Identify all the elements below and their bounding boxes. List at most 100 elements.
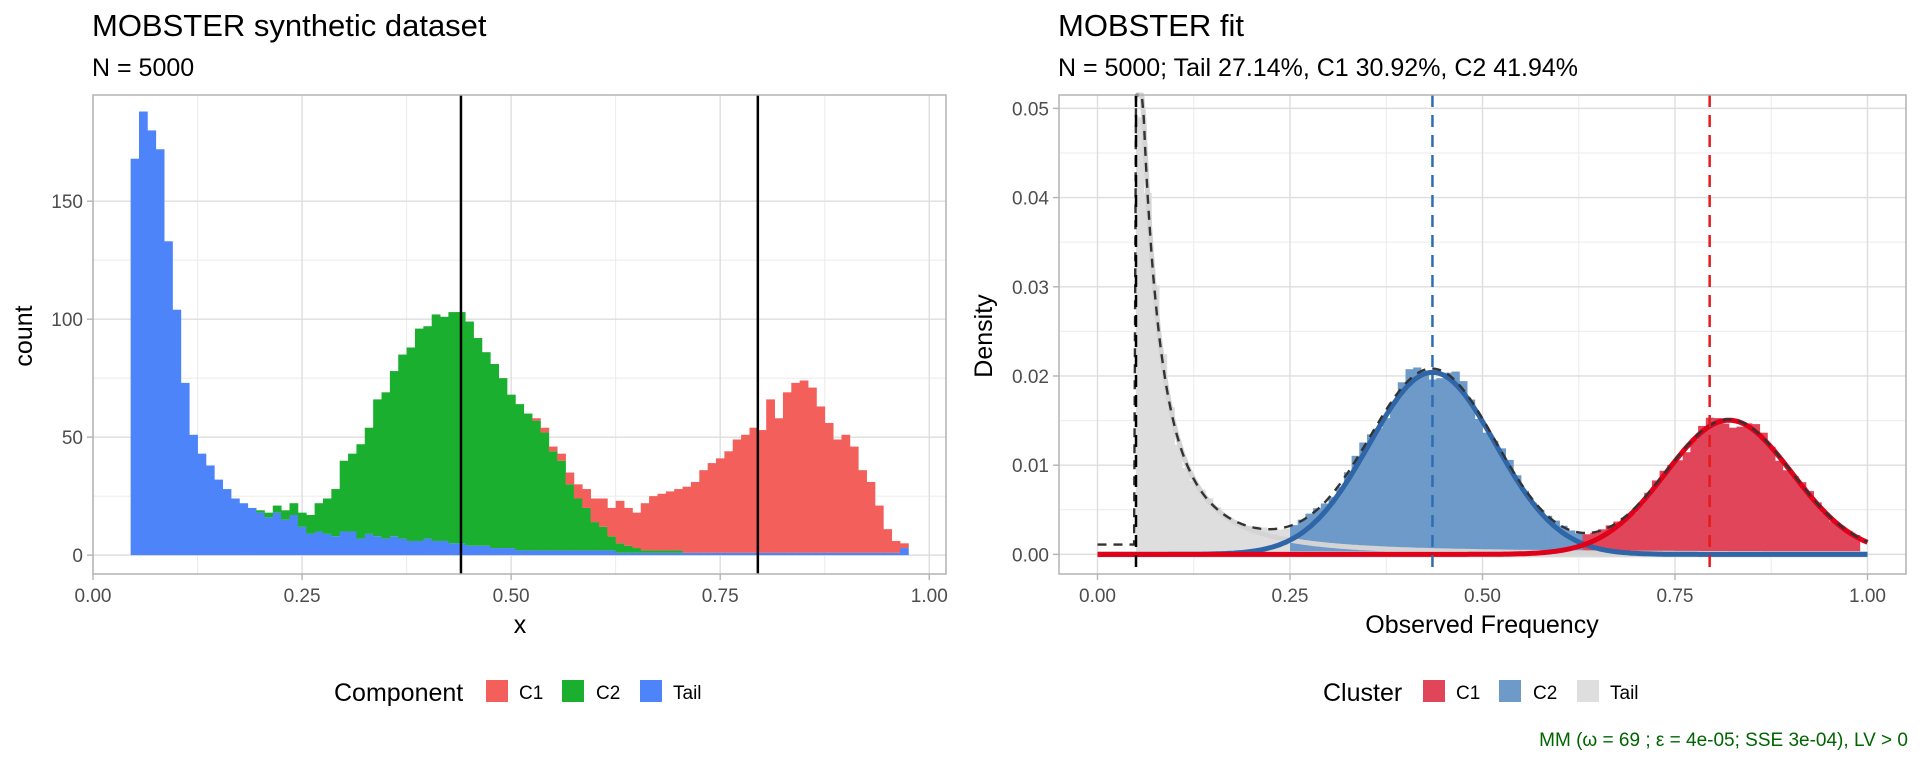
- bar-c1: [791, 382, 801, 553]
- bar-c2: [540, 432, 550, 551]
- left-x-axis-title: x: [514, 611, 527, 639]
- bar-c1: [582, 489, 591, 508]
- bar-c1: [891, 540, 901, 553]
- density-bar-c1: [1790, 476, 1799, 555]
- bar-c2: [490, 363, 499, 549]
- bar-tail: [448, 543, 458, 556]
- bar-c2: [381, 392, 391, 539]
- bar-tail: [598, 550, 608, 556]
- bar-c2: [289, 503, 299, 516]
- density-bar-c2: [1390, 401, 1399, 555]
- bar-tail: [339, 531, 349, 556]
- density-bar-c2: [1536, 510, 1545, 555]
- panel-border: [1058, 94, 1907, 575]
- bar-c1: [849, 446, 859, 553]
- bar-tail: [874, 552, 884, 556]
- bar-tail: [431, 540, 441, 556]
- bar-tail: [440, 540, 449, 556]
- bar-c2: [473, 338, 483, 546]
- bar-tail: [565, 550, 575, 556]
- left-legend-swatch-c2: [562, 680, 584, 702]
- x-tick-label: 0.50: [493, 586, 530, 607]
- density-bar-tail: [1136, 117, 1145, 555]
- x-tick-label: 0.25: [284, 586, 321, 607]
- bar-c1: [615, 500, 625, 544]
- bar-c1: [874, 505, 884, 553]
- y-tick-label: 100: [51, 310, 83, 331]
- bar-tail: [690, 552, 700, 556]
- x-tick-label: 0.50: [1464, 586, 1501, 607]
- right-y-axis-title: Density: [970, 294, 998, 378]
- density-bar-c1: [1852, 535, 1861, 555]
- density-bar-c1: [1644, 492, 1653, 555]
- bar-tail: [356, 538, 366, 556]
- density-bar-tail: [1174, 444, 1183, 555]
- bar-tail: [841, 552, 851, 556]
- density-bar-c1: [1682, 452, 1691, 555]
- density-bar-c1: [1821, 513, 1830, 555]
- bar-tail: [732, 552, 742, 556]
- bar-c2: [373, 399, 382, 537]
- bar-tail: [749, 552, 759, 556]
- bar-tail: [189, 434, 198, 556]
- bar-c1: [841, 434, 851, 553]
- density-bar-c1: [1667, 464, 1676, 555]
- bar-tail: [590, 550, 600, 556]
- density-bar-c1: [1744, 423, 1753, 555]
- bar-tail: [774, 552, 784, 556]
- density-bar-c1: [1759, 432, 1768, 555]
- bar-c2: [423, 326, 433, 539]
- bar-tail: [264, 517, 274, 556]
- bar-c1: [858, 470, 867, 553]
- bar-tail: [883, 552, 893, 556]
- right-legend-label-c2: C2: [1533, 683, 1557, 704]
- bar-tail: [515, 550, 525, 556]
- bar-c2: [674, 550, 683, 553]
- y-tick-label: 0: [72, 546, 83, 567]
- bar-c2: [582, 507, 591, 551]
- density-bar-c2: [1505, 459, 1514, 555]
- bar-c2: [440, 316, 449, 541]
- bar-tail: [381, 538, 391, 556]
- bar-c1: [682, 486, 692, 553]
- bar-c1: [540, 427, 550, 433]
- density-bar-c2: [1474, 418, 1483, 555]
- density-bar-c2: [1367, 434, 1376, 555]
- bar-tail: [849, 552, 859, 556]
- bar-tail: [373, 536, 382, 556]
- density-bar-tail: [1243, 525, 1252, 555]
- bar-c2: [590, 522, 600, 551]
- left-legend-swatch-c1: [486, 680, 508, 702]
- bar-tail: [389, 536, 399, 556]
- bar-tail: [147, 130, 157, 556]
- bar-c2: [414, 328, 424, 541]
- density-bar-c1: [1752, 424, 1761, 555]
- bar-tail: [473, 545, 483, 556]
- bar-c2: [515, 404, 525, 551]
- density-bar-c1: [1721, 423, 1730, 555]
- density-bar-c2: [1320, 503, 1329, 555]
- bar-tail: [222, 489, 232, 556]
- density-bar-c2: [1305, 513, 1314, 555]
- bar-tail: [900, 548, 909, 556]
- panel-border: [92, 94, 947, 575]
- density-bar-c1: [1698, 425, 1707, 555]
- density-bar-c2: [1559, 525, 1568, 555]
- bar-c2: [573, 498, 583, 551]
- bar-tail: [866, 552, 876, 556]
- density-bar-c1: [1690, 439, 1699, 555]
- density-bar-c1: [1736, 426, 1745, 555]
- density-bar-c2: [1482, 432, 1491, 555]
- bar-c2: [331, 489, 341, 537]
- y-tick-label: 0.03: [1012, 278, 1049, 299]
- bar-tail: [632, 552, 642, 556]
- bar-tail: [155, 149, 165, 556]
- bar-c1: [665, 491, 675, 551]
- density-bar-c1: [1636, 504, 1645, 555]
- density-bar-tail: [1220, 515, 1229, 555]
- bar-tail: [540, 550, 550, 556]
- bar-tail: [741, 552, 750, 556]
- x-tick-label: 0.00: [75, 586, 112, 607]
- density-bar-c2: [1374, 428, 1383, 555]
- density-bar-c1: [1836, 526, 1845, 555]
